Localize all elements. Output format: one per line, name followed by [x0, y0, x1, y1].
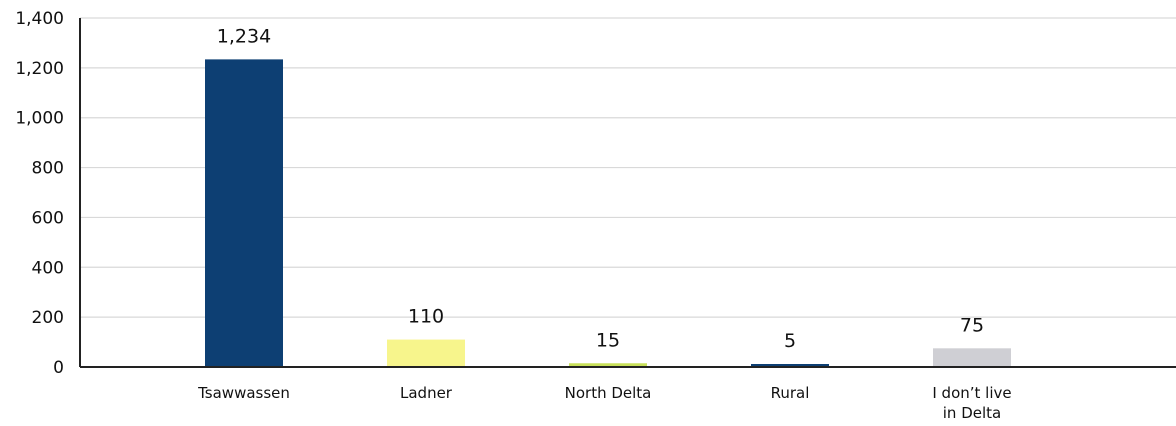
bar [933, 348, 1011, 367]
y-axis-ticks: 0 200 400 600 800 1,000 1,200 1,400 [15, 9, 64, 378]
x-tick-label-line: Tsawwassen [197, 384, 290, 402]
bars [205, 59, 1011, 367]
x-tick-label: North Delta [565, 384, 652, 402]
data-label: 1,234 [217, 25, 271, 47]
y-tick-label: 0 [53, 358, 64, 378]
y-tick-label: 1,200 [15, 59, 64, 79]
data-labels: 1,234 110 15 5 75 [217, 25, 984, 352]
bar [751, 364, 829, 367]
x-tick-label-line: I don’t live [932, 384, 1011, 402]
data-label: 110 [408, 306, 444, 328]
x-tick-label: Tsawwassen [197, 384, 290, 402]
y-tick-label: 400 [32, 258, 64, 278]
x-tick-label: Ladner [400, 384, 453, 402]
x-tick-label-line: Rural [771, 384, 810, 402]
y-tick-label: 1,400 [15, 9, 64, 29]
data-label: 5 [784, 330, 796, 352]
bar [205, 59, 283, 367]
y-tick-label: 600 [32, 208, 64, 228]
y-tick-label: 1,000 [15, 109, 64, 129]
bar [387, 339, 465, 367]
x-axis-labels: Tsawwassen Ladner North Delta Rural I don’t … [197, 384, 1012, 422]
data-label: 75 [960, 314, 984, 336]
x-tick-label: I don’t live in Delta [932, 384, 1011, 422]
data-label: 15 [596, 329, 620, 351]
x-tick-label-line: Ladner [400, 384, 453, 402]
x-tick-label-line: North Delta [565, 384, 652, 402]
x-tick-label: Rural [771, 384, 810, 402]
y-tick-label: 800 [32, 159, 64, 179]
bar [569, 363, 647, 367]
x-tick-label-line: in Delta [943, 404, 1001, 422]
y-tick-label: 200 [32, 308, 64, 328]
